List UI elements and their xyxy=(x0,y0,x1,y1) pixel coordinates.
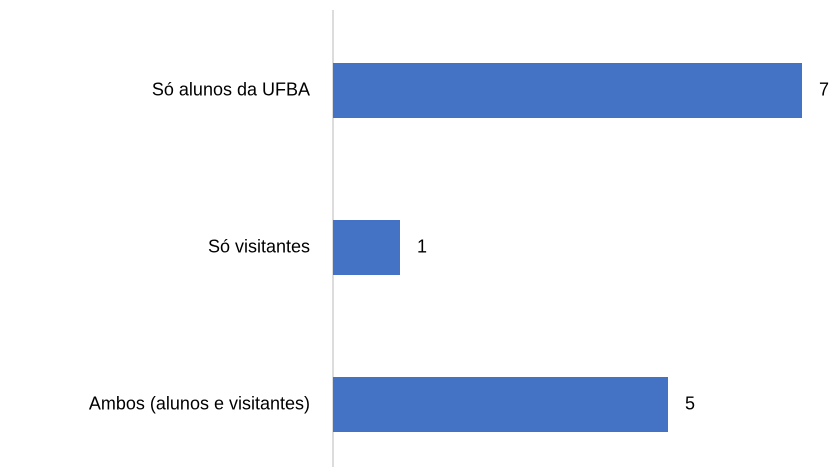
bar xyxy=(333,377,668,432)
value-label: 7 xyxy=(819,79,829,99)
value-label: 1 xyxy=(417,236,427,256)
value-label: 5 xyxy=(685,393,695,413)
bar xyxy=(333,220,400,275)
category-label: Só alunos da UFBA xyxy=(152,79,310,99)
category-label: Só visitantes xyxy=(208,236,310,256)
bar xyxy=(333,63,802,118)
category-label: Ambos (alunos e visitantes) xyxy=(89,393,310,413)
